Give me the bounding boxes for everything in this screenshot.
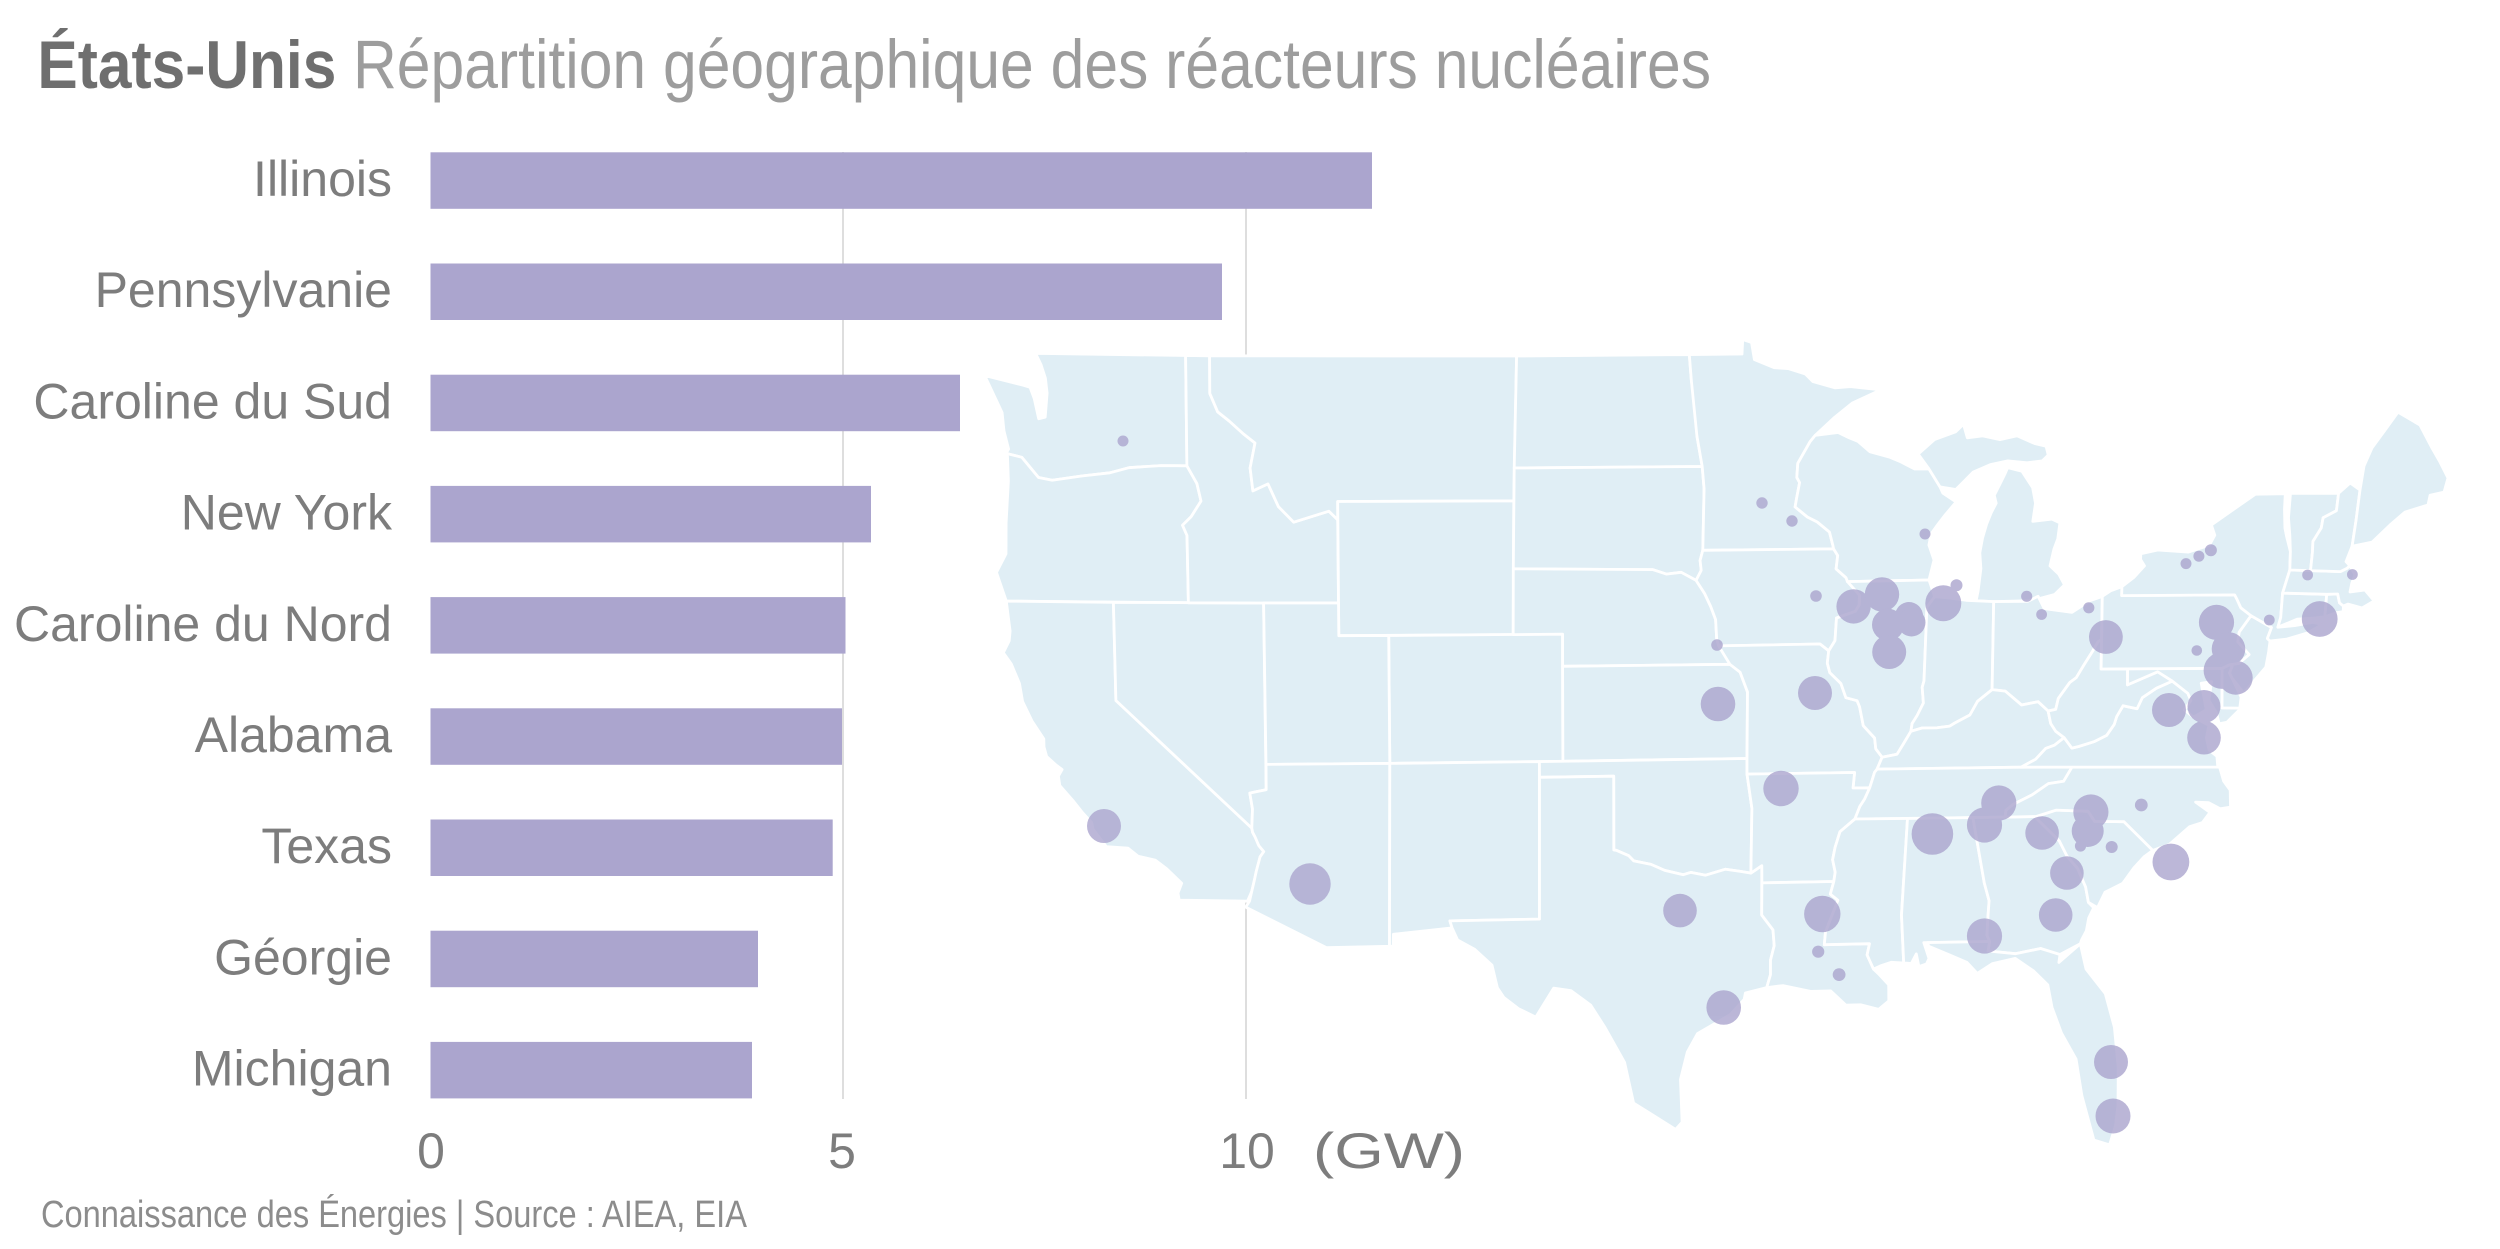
svg-text:10: 10 <box>1219 1123 1275 1179</box>
svg-text:Texas: Texas <box>261 818 392 874</box>
svg-text:Michigan: Michigan <box>192 1041 392 1097</box>
svg-text:Caroline du Nord: Caroline du Nord <box>14 596 392 652</box>
svg-text:Répartition géographique des r: Répartition géographique des réacteurs n… <box>353 26 1711 103</box>
svg-text:États-Unis: États-Unis <box>37 27 336 103</box>
svg-text:Géorgie: Géorgie <box>214 930 392 986</box>
svg-text:New York: New York <box>181 485 393 541</box>
svg-text:(GW): (GW) <box>1313 1123 1465 1179</box>
svg-text:0: 0 <box>417 1123 445 1179</box>
svg-text:Pennsylvanie: Pennsylvanie <box>95 262 392 318</box>
svg-text:Connaissance des Énergies | So: Connaissance des Énergies | Source : AIE… <box>41 1193 747 1236</box>
svg-text:Alabama: Alabama <box>195 707 393 763</box>
svg-text:Illinois: Illinois <box>253 151 392 207</box>
svg-text:5: 5 <box>828 1123 856 1179</box>
svg-text:Caroline du Sud: Caroline du Sud <box>33 373 392 429</box>
